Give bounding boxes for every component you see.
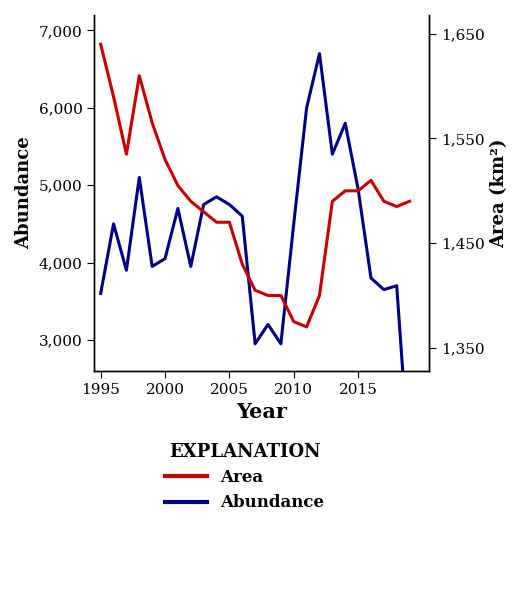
Y-axis label: Abundance: Abundance xyxy=(15,137,33,249)
Legend: Area, Abundance: Area, Abundance xyxy=(158,436,331,518)
X-axis label: Year: Year xyxy=(236,402,287,422)
Y-axis label: Area (km²): Area (km²) xyxy=(490,138,508,248)
